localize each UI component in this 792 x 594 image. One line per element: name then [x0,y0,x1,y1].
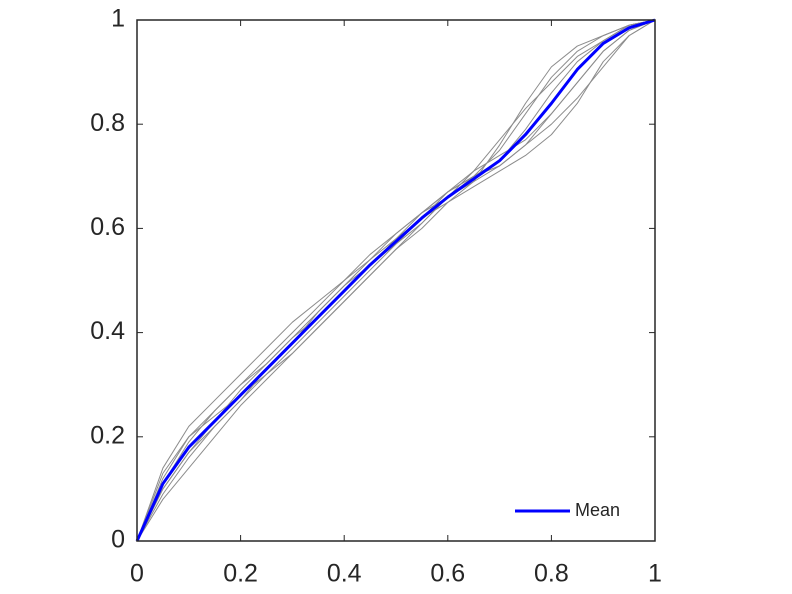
x-tick-label: 0.2 [223,560,258,588]
sample-line [136,19,656,542]
y-tick-label: 0.8 [90,109,125,137]
x-tick-label: 0.6 [430,560,465,588]
y-tick-label: 0 [111,526,125,554]
y-tick-label: 0.6 [90,213,125,241]
y-tick-label: 0.2 [90,421,125,449]
axes-box [136,19,656,542]
mean-line [135,18,656,542]
x-tick-label: 0.8 [534,560,569,588]
legend-label: Mean [575,500,620,520]
x-tick-label: 0 [130,560,144,588]
y-tick-label: 1 [111,5,125,33]
x-tick-label: 0.4 [327,560,362,588]
x-tick-label: 1 [648,560,662,588]
sample-line [136,19,656,542]
y-tick-label: 0.4 [90,317,125,345]
